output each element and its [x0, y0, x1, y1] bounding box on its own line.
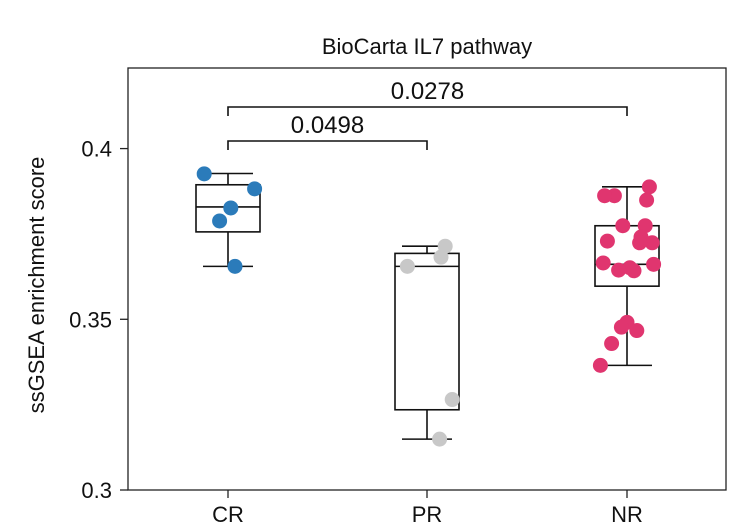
- data-point: [247, 181, 263, 197]
- data-point: [597, 188, 613, 204]
- data-point: [641, 179, 657, 195]
- data-point: [196, 166, 212, 182]
- data-point: [632, 235, 648, 251]
- significance-bracket: [227, 140, 428, 150]
- data-point: [433, 249, 449, 265]
- significance-brackets: 0.0498 0.0278: [227, 78, 628, 150]
- data-point: [444, 392, 460, 408]
- data-point: [595, 255, 611, 271]
- x-tick-label: NR: [611, 502, 643, 525]
- y-ticks: 0.3 0.35 0.4: [69, 137, 128, 503]
- data-point: [604, 336, 620, 352]
- data-point: [599, 233, 615, 249]
- data-point: [639, 192, 655, 208]
- y-tick-label: 0.4: [81, 137, 112, 162]
- data-points: [196, 166, 662, 447]
- iqr-box: [394, 252, 460, 411]
- p-value-label: 0.0498: [291, 112, 364, 139]
- x-tick-label: PR: [412, 502, 443, 525]
- iqr-box: [195, 183, 261, 233]
- y-tick-label: 0.35: [69, 307, 112, 332]
- data-point: [611, 262, 627, 278]
- p-value-label: 0.0278: [391, 78, 464, 105]
- data-point: [227, 258, 243, 274]
- data-point: [637, 218, 653, 234]
- data-point: [629, 323, 645, 339]
- y-tick-label: 0.3: [81, 478, 112, 503]
- data-point: [399, 258, 415, 274]
- data-point: [613, 319, 629, 335]
- data-point: [615, 218, 631, 234]
- x-tick-label: CR: [212, 502, 244, 525]
- data-point: [644, 235, 660, 251]
- data-point: [626, 263, 642, 279]
- data-point: [432, 431, 448, 447]
- data-point: [646, 256, 662, 272]
- data-point: [592, 357, 608, 373]
- data-point: [223, 200, 239, 216]
- boxes: [195, 172, 660, 440]
- significance-bracket: [227, 106, 628, 116]
- data-point: [212, 213, 228, 229]
- chart-title: BioCarta IL7 pathway: [322, 34, 532, 59]
- y-axis-label: ssGSEA enrichment score: [24, 157, 49, 414]
- x-ticks: CR PR NR: [212, 490, 643, 525]
